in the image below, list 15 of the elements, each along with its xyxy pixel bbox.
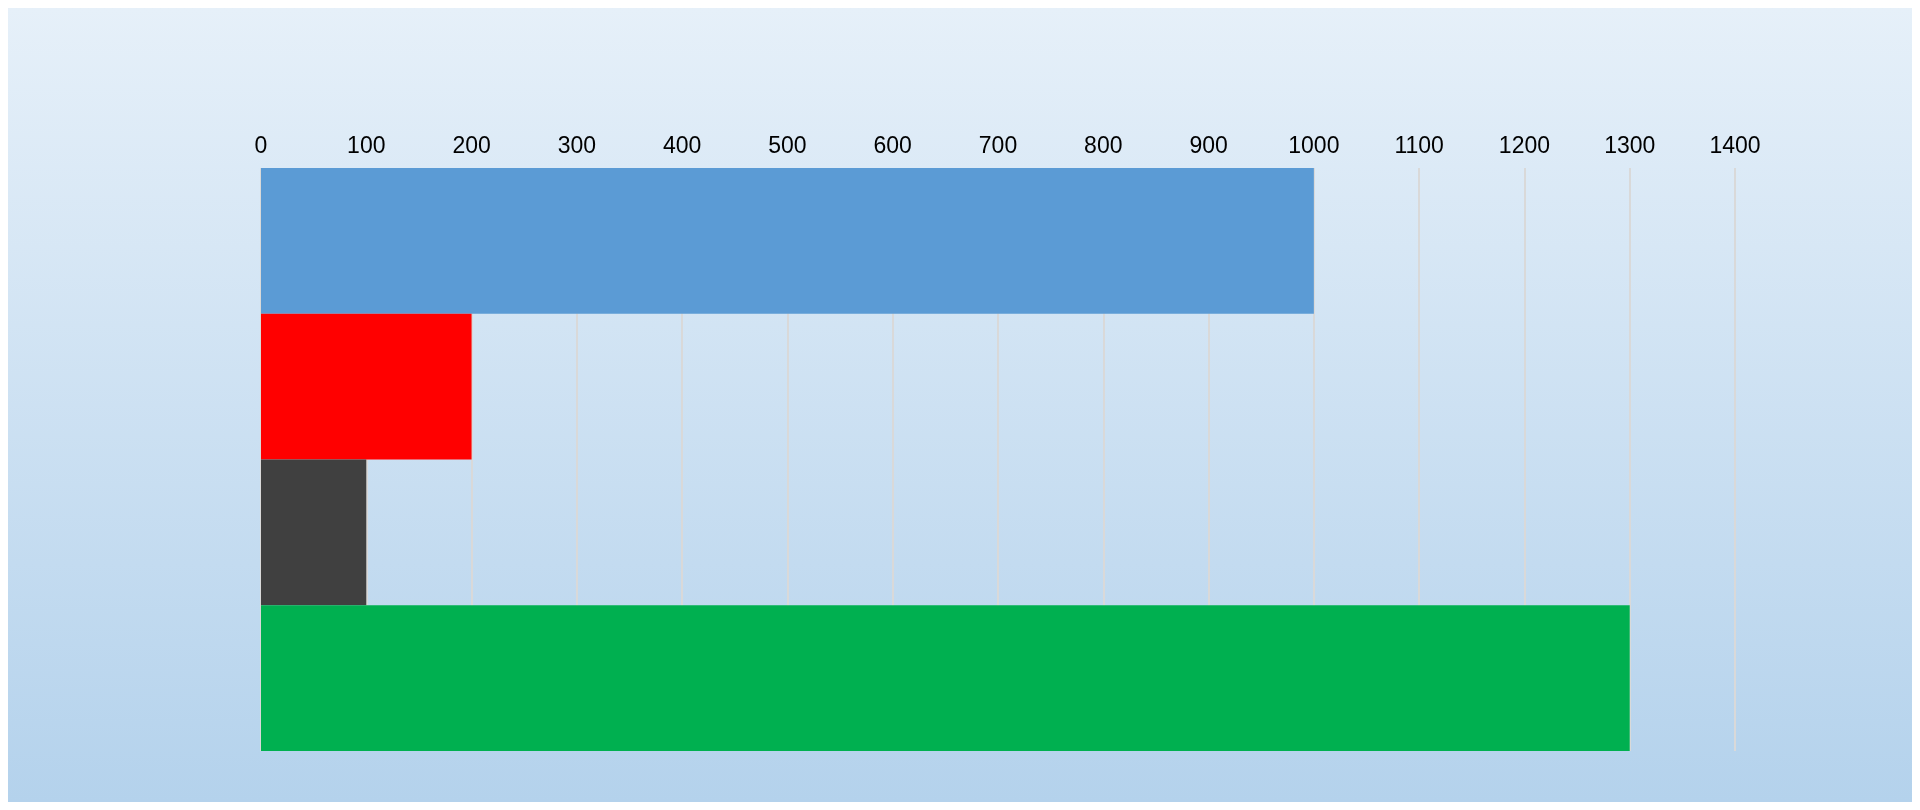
- x-tick-label: 0: [254, 131, 268, 158]
- x-tick-label: 900: [1189, 131, 1228, 158]
- x-tick-label: 1200: [1498, 131, 1551, 158]
- x-tick-label: 200: [452, 131, 491, 158]
- x-tick-label: 300: [557, 131, 597, 158]
- x-tick-label: 400: [662, 131, 702, 158]
- x-tick-label: 1000: [1288, 131, 1340, 158]
- x-tick-label: 1400: [1709, 131, 1761, 158]
- x-tick-label: 600: [873, 131, 912, 158]
- x-tick-label: 800: [1084, 131, 1123, 158]
- x-tick-label: 1300: [1604, 131, 1656, 158]
- x-tick-label: 100: [347, 131, 386, 158]
- x-tick-label: 1100: [1394, 131, 1444, 158]
- x-tick-label: 700: [978, 131, 1018, 158]
- x-tick-label: 500: [768, 131, 807, 158]
